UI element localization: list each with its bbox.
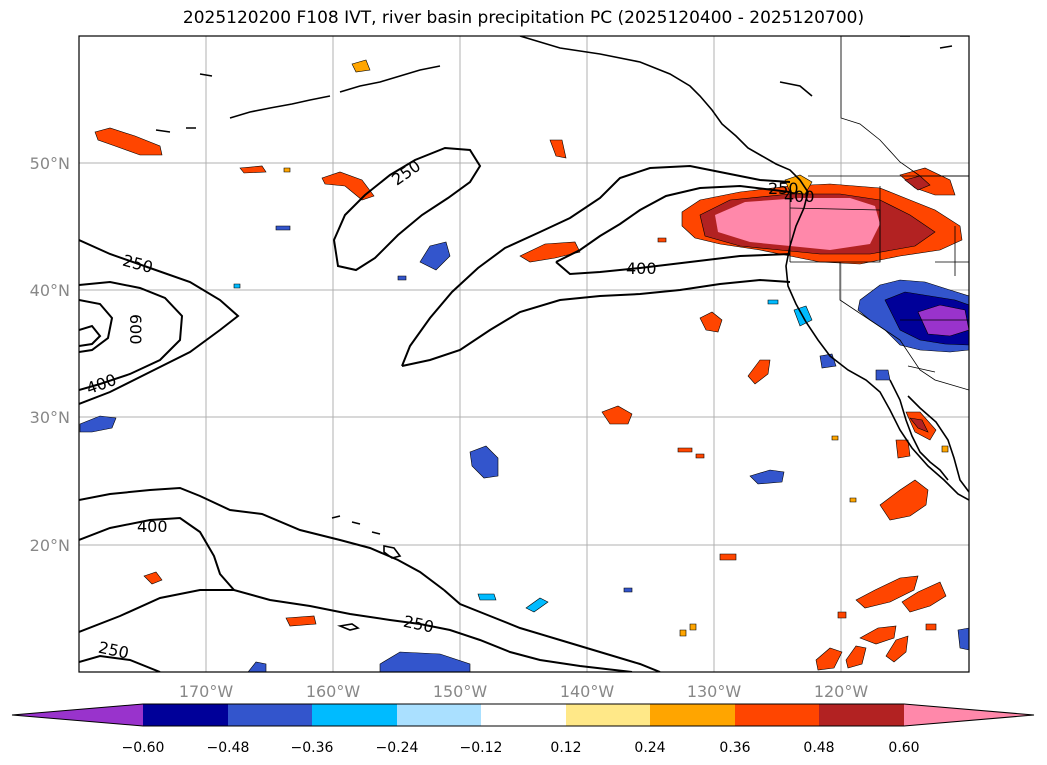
colorbar-extend-min xyxy=(12,704,143,726)
ivt-contour-250-west xyxy=(79,239,240,405)
contour-label: 400 xyxy=(626,259,657,278)
precip-feature-3 xyxy=(519,241,581,263)
colorbar-tick-labels: −0.60 −0.48 −0.36 −0.24 −0.12 0.12 0.24 … xyxy=(122,740,920,756)
lon-label: 140°W xyxy=(560,682,615,701)
colorbar-extend-max xyxy=(904,704,1034,726)
lon-label: 170°W xyxy=(179,682,234,701)
contour-label: 250 xyxy=(768,179,799,198)
colorbar-segment xyxy=(312,704,397,726)
lon-label: 130°W xyxy=(687,682,742,701)
lon-axis-labels: 170°W 160°W 150°W 140°W 130°W 120°W xyxy=(179,682,869,701)
contour-label: 400 xyxy=(137,517,168,536)
colorbar-segment xyxy=(735,704,819,726)
coastline-north-america xyxy=(519,36,969,501)
coastlines xyxy=(155,36,969,631)
precip-feature-4 xyxy=(699,311,723,333)
ivt-contour-250-north xyxy=(332,146,482,272)
lat-label: 30°N xyxy=(30,408,70,427)
colorbar-segment xyxy=(566,704,650,726)
precip-positive-features xyxy=(94,59,963,671)
precip-feature-1 xyxy=(94,127,163,156)
colorbar: −0.60 −0.48 −0.36 −0.24 −0.12 0.12 0.24 … xyxy=(11,703,1035,756)
coastline-alaska-islands xyxy=(155,65,441,133)
colorbar-tick-label: 0.36 xyxy=(719,740,750,756)
lon-label: 160°W xyxy=(306,682,361,701)
colorbar-segment xyxy=(397,704,481,726)
lon-label: 150°W xyxy=(433,682,488,701)
lat-label: 50°N xyxy=(30,154,70,173)
colorbar-segment xyxy=(143,704,228,726)
colorbar-tick-label: −0.24 xyxy=(376,740,419,756)
colorbar-segments xyxy=(11,703,1035,727)
colorbar-tick-label: 0.48 xyxy=(803,740,834,756)
ivt-contour-250-main xyxy=(401,164,791,367)
map-frame xyxy=(78,35,970,673)
colorbar-segment xyxy=(481,704,566,726)
contour-label: 400 xyxy=(784,187,815,206)
map-panel xyxy=(79,36,969,672)
ivt-contours xyxy=(79,146,791,672)
coastline-baja xyxy=(889,379,949,481)
colorbar-segment xyxy=(819,704,904,726)
colorbar-tick-label: −0.12 xyxy=(460,740,503,756)
ivt-contour-600-west xyxy=(79,299,114,353)
gridlines xyxy=(79,36,969,672)
chart-title: 2025120200 F108 IVT, river basin precipi… xyxy=(182,8,865,28)
lat-label: 40°N xyxy=(30,281,70,300)
colorbar-tick-label: 0.12 xyxy=(550,740,581,756)
ivt-contour-400-main xyxy=(555,184,791,263)
colorbar-tick-label: −0.36 xyxy=(291,740,334,756)
colorbar-outline xyxy=(11,703,1035,727)
contour-label: 600 xyxy=(126,314,145,345)
precip-negative-features xyxy=(79,225,969,672)
colorbar-segment xyxy=(650,704,735,726)
colorbar-tick-label: 0.60 xyxy=(888,740,919,756)
political-borders xyxy=(789,36,969,391)
precip-feature-2 xyxy=(321,171,375,201)
colorbar-tick-label: −0.48 xyxy=(207,740,250,756)
ivt-contour-400-west xyxy=(79,280,184,391)
ivt-contour-400-south xyxy=(79,516,235,591)
colorbar-segment xyxy=(228,704,312,726)
lon-label: 120°W xyxy=(814,682,869,701)
coastline-hawaii xyxy=(331,515,402,631)
colorbar-tick-label: −0.60 xyxy=(122,740,165,756)
ivt-contour-250-south xyxy=(79,589,633,672)
colorbar-tick-label: 0.24 xyxy=(634,740,665,756)
precip-feature-5 xyxy=(601,405,633,425)
lat-axis-labels: 50°N 40°N 30°N 20°N xyxy=(30,154,70,555)
lat-label: 20°N xyxy=(30,536,70,555)
